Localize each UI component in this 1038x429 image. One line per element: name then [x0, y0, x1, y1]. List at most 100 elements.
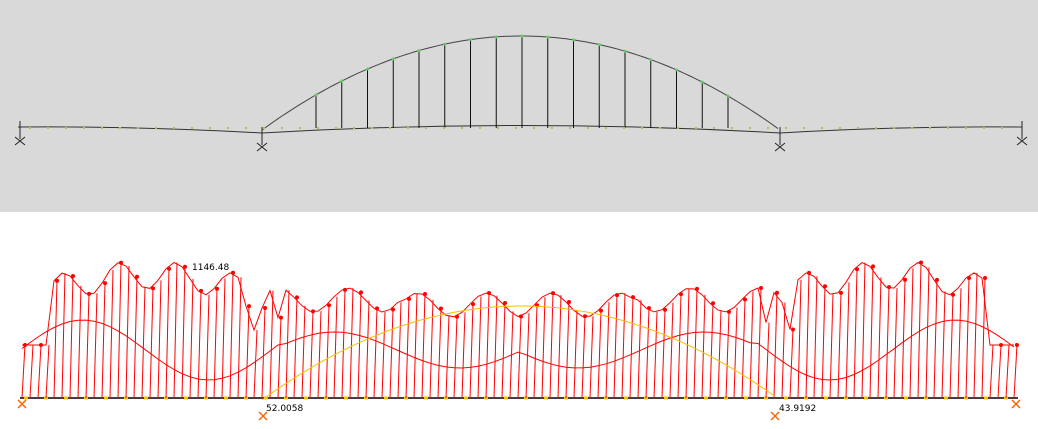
baseline-node	[424, 397, 428, 400]
node	[546, 36, 549, 39]
node	[479, 127, 481, 129]
page: {"annotations": {"max_label": "1146.48",…	[0, 0, 1038, 425]
node	[749, 127, 751, 129]
force-node	[103, 281, 107, 285]
node	[317, 127, 319, 129]
node	[695, 127, 697, 129]
force-node	[183, 265, 187, 269]
baseline-node	[504, 397, 508, 400]
node	[1001, 127, 1003, 129]
result-panel	[0, 212, 1038, 425]
force-node	[247, 304, 251, 308]
node	[947, 127, 949, 129]
node	[83, 127, 85, 129]
node	[521, 35, 524, 38]
node	[605, 127, 607, 129]
node	[569, 127, 571, 129]
node	[281, 127, 283, 129]
node	[587, 127, 589, 129]
right-support-label: 43.9192	[779, 404, 816, 414]
node	[893, 127, 895, 129]
baseline-node	[224, 397, 228, 400]
node	[803, 127, 805, 129]
node	[911, 127, 913, 129]
node	[641, 127, 643, 129]
node	[137, 127, 139, 129]
node	[353, 127, 355, 129]
max-label: 1146.48	[192, 263, 229, 273]
node	[821, 127, 823, 129]
node	[29, 127, 31, 129]
force-node	[791, 327, 795, 331]
baseline-node	[184, 397, 188, 400]
node	[263, 127, 265, 129]
node	[418, 49, 421, 52]
baseline-node	[704, 397, 708, 400]
baseline-node	[904, 397, 908, 400]
node	[209, 127, 211, 129]
node	[495, 35, 498, 38]
node	[119, 127, 121, 129]
baseline-node	[784, 397, 788, 400]
baseline-node	[144, 397, 148, 400]
node	[624, 50, 627, 53]
baseline-node	[464, 397, 468, 400]
baseline-node	[544, 397, 548, 400]
node	[101, 127, 103, 129]
baseline-node	[664, 397, 668, 400]
node	[623, 127, 625, 129]
node	[227, 127, 229, 129]
node	[857, 127, 859, 129]
node	[713, 127, 715, 129]
node	[299, 127, 301, 129]
node	[675, 68, 678, 71]
node	[155, 127, 157, 129]
node	[551, 127, 553, 129]
force-node	[263, 306, 267, 310]
node	[392, 57, 395, 60]
baseline-node	[344, 397, 348, 400]
node	[649, 58, 652, 61]
node	[767, 127, 769, 129]
node	[839, 127, 841, 129]
node	[65, 127, 67, 129]
node	[659, 127, 661, 129]
node	[983, 127, 985, 129]
baseline-node	[384, 397, 388, 400]
node	[469, 38, 472, 41]
node	[425, 127, 427, 129]
baseline-node	[584, 397, 588, 400]
node	[598, 43, 601, 46]
node	[875, 127, 877, 129]
node	[515, 127, 517, 129]
node	[173, 127, 175, 129]
node	[245, 127, 247, 129]
baseline-node	[624, 397, 628, 400]
baseline-node	[304, 397, 308, 400]
force-node	[903, 278, 907, 282]
force-node	[279, 316, 283, 320]
baseline-node	[744, 397, 748, 400]
node	[340, 80, 343, 83]
node	[191, 127, 193, 129]
force-node	[983, 276, 987, 280]
viewport: 1146.48 52.0058 43.9192	[0, 0, 1038, 425]
node	[701, 81, 704, 84]
baseline-node	[64, 397, 68, 400]
node	[366, 68, 369, 71]
force-node	[759, 286, 763, 290]
node	[497, 127, 499, 129]
node	[389, 127, 391, 129]
left-support-label: 52.0058	[266, 404, 303, 414]
baseline-node	[824, 397, 828, 400]
node	[785, 127, 787, 129]
node	[572, 38, 575, 41]
node	[929, 127, 931, 129]
node	[677, 127, 679, 129]
node	[731, 127, 733, 129]
force-node	[935, 278, 939, 282]
baseline-node	[24, 397, 28, 400]
node	[533, 127, 535, 129]
model-panel	[0, 0, 1038, 212]
node	[47, 127, 49, 129]
